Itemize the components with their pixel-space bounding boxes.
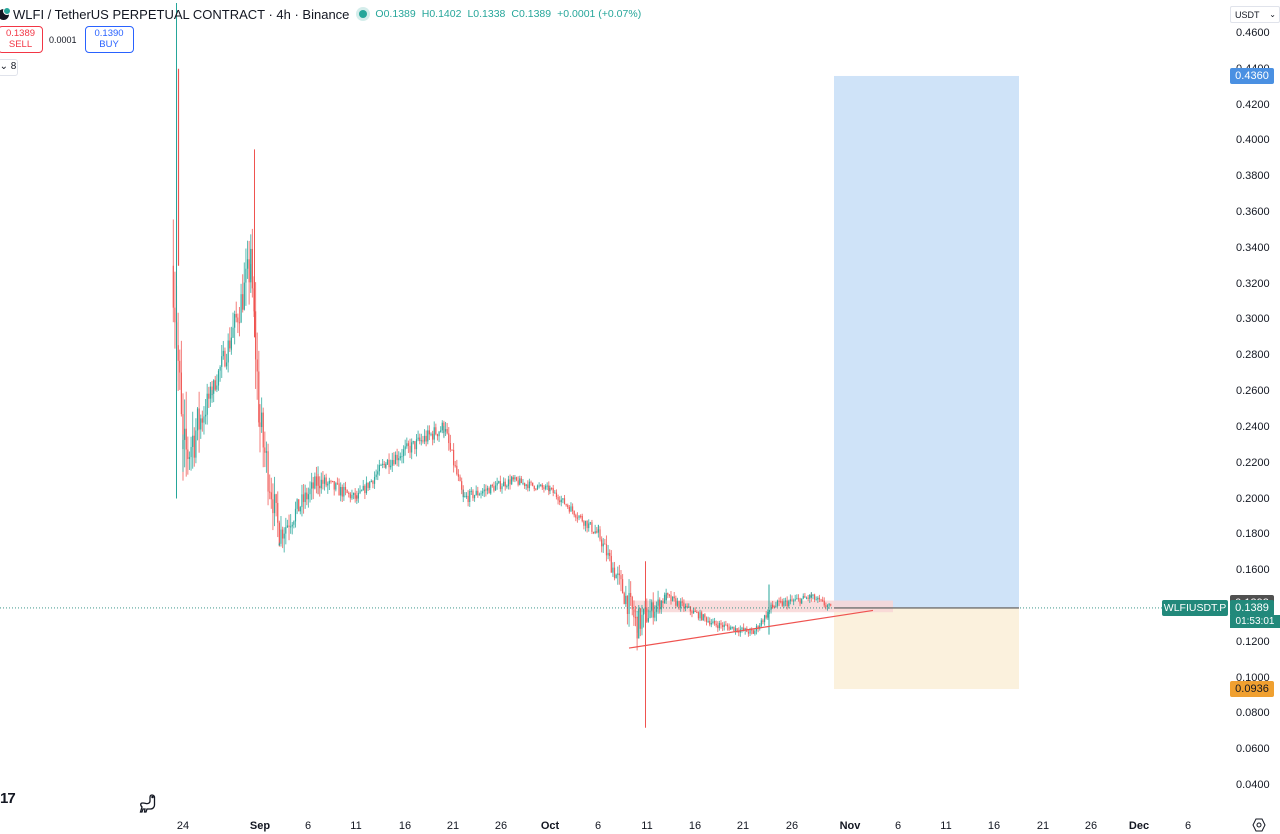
target-price-badge: 0.4360 (1230, 67, 1274, 84)
sell-price: 0.1389 (5, 28, 36, 39)
time-tick: 26 (785, 820, 799, 832)
buy-label: BUY (99, 39, 119, 50)
time-tick: 6 (894, 820, 902, 832)
buy-button[interactable]: 0.1390 BUY (84, 26, 134, 53)
price-tick: 0.4600 (1236, 27, 1270, 39)
chart-legend: WLFI / TetherUS PERPETUAL CONTRACT · 4h … (0, 4, 641, 24)
time-tick: 16 (398, 820, 412, 832)
trendline (628, 609, 874, 649)
time-tick: 26 (1084, 820, 1098, 832)
time-tick: 24 (176, 820, 190, 832)
open-value: 0.1389 (383, 8, 416, 20)
price-tick: 0.0600 (1236, 743, 1270, 756)
spread-value: 0.0001 (49, 34, 77, 45)
low-label: L (467, 8, 474, 20)
annotations-layer (0, 607, 1228, 649)
symbol-tag: WLFIUSDT.P (1162, 599, 1228, 616)
time-tick: 21 (1036, 820, 1050, 832)
tradingview-logo[interactable]: 17 (0, 790, 16, 807)
currency-label: USDT (1235, 10, 1260, 20)
trade-buttons: 0.1389 SELL 0.0001 0.1390 BUY (0, 26, 134, 53)
price-tick: 0.1800 (1236, 528, 1270, 541)
currency-select[interactable]: USDT ⌄ (1230, 6, 1280, 23)
target-zone (834, 75, 1019, 608)
price-tick: 0.0400 (1236, 779, 1270, 791)
time-tick: 6 (304, 820, 312, 832)
last-price-badge: 0.1389 (1230, 599, 1274, 616)
drawings-layer (634, 75, 1019, 690)
price-tick: 0.3400 (1236, 241, 1270, 254)
price-tick: 0.4200 (1236, 98, 1270, 111)
time-tick: 21 (736, 820, 750, 832)
time-tick: 6 (1184, 820, 1192, 832)
time-tick: Dec (1128, 820, 1150, 832)
price-tick: 0.4000 (1236, 134, 1270, 147)
price-tick: 0.3200 (1236, 277, 1270, 290)
price-tick: 0.2200 (1236, 456, 1270, 469)
chevron-down-icon: ⌄ (1269, 10, 1276, 19)
indicators-toggle-button[interactable]: ⌄ 8 (0, 59, 18, 76)
settings-icon[interactable] (1252, 818, 1266, 832)
open-label: O (375, 8, 384, 20)
ohlc-values: O0.1389 H0.1402 L0.1338 C0.1389 +0.0001 … (375, 8, 641, 20)
time-tick: 26 (494, 820, 508, 832)
time-tick: 6 (594, 820, 602, 832)
stop-zone (834, 607, 1019, 690)
time-tick: 16 (987, 820, 1001, 832)
close-label: C (511, 8, 519, 20)
change-value: +0.0001 (+0.07%) (557, 8, 642, 20)
time-tick: Nov (839, 820, 861, 832)
time-tick: 11 (940, 820, 952, 832)
time-tick: 16 (688, 820, 702, 832)
stop-price-badge: 0.0936 (1230, 681, 1274, 698)
high-label: H (421, 8, 430, 20)
price-tick: 0.3000 (1236, 313, 1270, 326)
symbol-title[interactable]: WLFI / TetherUS PERPETUAL CONTRACT · 4h … (13, 6, 350, 22)
resistance-zone (634, 600, 893, 613)
high-value: 0.1402 (429, 8, 462, 20)
time-tick: Oct (540, 820, 560, 832)
time-tick: Sep (249, 820, 271, 832)
market-status-icon (359, 10, 368, 18)
candlesticks (172, 3, 832, 728)
dinosaur-icon[interactable] (138, 792, 162, 816)
sell-label: SELL (8, 39, 33, 50)
price-tick: 0.2800 (1236, 349, 1270, 362)
symbol-logo-icon (0, 6, 11, 20)
close-value: 0.1389 (519, 8, 552, 20)
price-tick: 0.2000 (1236, 492, 1270, 505)
price-tick: 0.3600 (1236, 206, 1270, 219)
price-tick: 0.3800 (1236, 170, 1270, 183)
time-tick: 11 (350, 820, 362, 832)
price-tick: 0.0800 (1236, 707, 1270, 720)
chevron-down-icon: ⌄ (0, 61, 9, 72)
indicator-count: 8 (10, 61, 17, 72)
price-tick: 0.2400 (1236, 420, 1270, 433)
time-tick: 21 (446, 820, 460, 832)
price-tick: 0.2600 (1236, 385, 1270, 398)
buy-price: 0.1390 (94, 28, 124, 39)
low-value: 0.1338 (473, 8, 506, 20)
price-tick: 0.1200 (1236, 635, 1270, 648)
price-tick: 0.1600 (1236, 564, 1270, 577)
time-tick: 11 (641, 820, 653, 832)
bar-countdown: 01:53:01 (1230, 614, 1280, 628)
price-tick: 0.1000 (1236, 671, 1270, 684)
sell-button[interactable]: 0.1389 SELL (0, 26, 43, 53)
